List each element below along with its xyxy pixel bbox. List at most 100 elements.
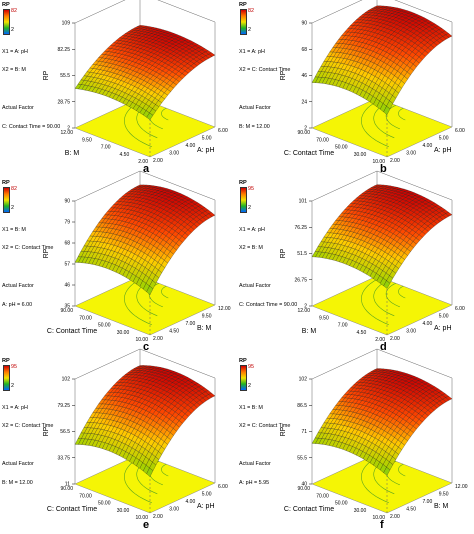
z-tick-label: 57 [64, 262, 70, 268]
factor-x2: X2 = C: Contact Time [2, 423, 54, 430]
box-edge [311, 0, 363, 24]
y-tick-label: 12.00 [297, 308, 310, 314]
z-tick-label: 35 [64, 304, 70, 310]
legend-title: RP [2, 2, 10, 8]
floor-contour [398, 107, 406, 121]
z-tick-label: 90 [64, 199, 70, 205]
x-tick-label: 4.00 [186, 143, 196, 149]
surface-cell [146, 285, 154, 295]
response-surface [311, 5, 453, 115]
chart-panel-e: RP 95 2 X1 = A: pH X2 = C: Contact Time … [0, 348, 237, 534]
x-tick-label: 12.00 [218, 306, 231, 312]
response-surface [311, 184, 453, 289]
y-tick-label: 4.50 [120, 152, 130, 158]
z-tick-label: 76.25 [294, 225, 307, 231]
x-tick-label: 6.00 [455, 306, 465, 312]
x-tick-label: 2.00 [390, 336, 400, 342]
x-tick-label: 7.00 [186, 321, 196, 327]
factor-x2: X2 = B: M [239, 245, 263, 252]
actual-factor-value: A: pH = 5.95 [239, 479, 270, 486]
floor-contour [398, 463, 406, 477]
y-tick-label: 90.00 [297, 130, 310, 136]
y-tick-label: 30.00 [354, 508, 367, 514]
y-axis-label: B: M [65, 150, 80, 157]
actual-factor-value: B: M = 12.00 [2, 479, 33, 486]
legend-color-bar [240, 9, 247, 35]
surface-plot: 11 33.75 56.5 79.25 102 RP 2.00 3.00 4.00 5.00 6.0… [43, 348, 228, 521]
factor-info: X1 = A: pH X2 = C: Contact Time Actual F… [2, 392, 53, 499]
actual-factor-value: C: Contact Time = 90.00 [2, 123, 61, 130]
response-surface [74, 184, 216, 295]
y-tick-label: 50.00 [335, 501, 348, 507]
x-tick-label: 2.00 [153, 514, 163, 520]
box-edge [74, 0, 126, 24]
y-tick-label: 90.00 [297, 486, 310, 492]
floor-contour [161, 107, 169, 121]
factor-info: X1 = A: pH X2 = C: Contact Time Actual F… [239, 36, 290, 143]
x-tick-label: 9.50 [439, 492, 449, 498]
legend-min: 2 [248, 27, 251, 33]
z-tick-label: 102 [62, 377, 71, 383]
legend-title: RP [2, 358, 10, 364]
y-tick-label: 10.00 [135, 337, 148, 343]
z-axis-label: RP [43, 70, 50, 80]
surface-plot: 2 28.75 55.5 82.25 109 RP 2.00 3.00 4.00 5.00 6.00… [43, 0, 228, 165]
surface-cell [146, 112, 154, 120]
x-tick-label: 6.00 [455, 128, 465, 134]
x-tick-label: 7.00 [423, 499, 433, 505]
z-tick-label: 55.5 [297, 455, 307, 461]
panel-label-d: d [380, 341, 387, 353]
z-tick-label: 11 [65, 482, 70, 488]
box-edge [394, 0, 453, 23]
x-tick-label: 3.00 [169, 151, 179, 157]
surface-cell [383, 280, 391, 289]
factor-x2: X2 = C: Contact Time [239, 67, 291, 74]
x-tick-label: 9.50 [202, 314, 212, 320]
factor-x1: X1 = B: M [239, 404, 263, 411]
actual-factor-title: Actual Factor [239, 282, 271, 289]
x-tick-label: 2.00 [390, 514, 400, 520]
factor-x1: X1 = A: pH [239, 226, 265, 233]
legend-min: 2 [11, 205, 14, 211]
legend-title: RP [2, 180, 10, 186]
y-tick-label: 4.50 [357, 330, 367, 336]
z-tick-label: 46 [301, 73, 307, 79]
legend-min: 2 [248, 205, 251, 211]
z-axis-label: RP [43, 248, 50, 258]
x-axis-label: B: M [434, 503, 449, 510]
floor-contour [398, 285, 406, 299]
x-tick-label: 4.50 [406, 507, 416, 513]
y-tick-label: 7.00 [101, 145, 111, 151]
x-axis-label: A: pH [434, 147, 452, 154]
z-tick-label: 71 [301, 429, 307, 435]
y-tick-label: 9.50 [82, 137, 92, 143]
box-edge [139, 348, 216, 379]
actual-factor-title: Actual Factor [239, 460, 271, 467]
response-surface [74, 365, 216, 477]
legend-title: RP [239, 2, 247, 8]
floor-contour [161, 285, 169, 299]
actual-factor-title: Actual Factor [239, 104, 271, 111]
legend-max: 82 [248, 8, 254, 14]
surface-cell [383, 467, 391, 476]
y-axis-label: C: Contact Time [284, 150, 334, 157]
legend-color-bar [240, 187, 247, 213]
box-edge [311, 170, 378, 202]
z-tick-label: 2 [304, 304, 307, 310]
chart-panel-f: RP 95 2 X1 = B: M X2 = C: Contact Time A… [237, 348, 474, 534]
z-axis-label: RP [43, 426, 50, 436]
factor-x1: X1 = A: pH [2, 48, 28, 55]
surface-cell [383, 106, 391, 115]
x-axis-label: B: M [197, 325, 212, 332]
legend-max: 82 [11, 8, 17, 14]
factor-x2: X2 = B: M [2, 67, 26, 74]
y-axis-label: C: Contact Time [284, 506, 334, 513]
x-tick-label: 6.00 [218, 484, 228, 490]
surface-cell [146, 467, 154, 477]
actual-factor-value: C: Contact Time = 90.00 [239, 301, 298, 308]
chart-panel-b: RP 82 2 X1 = A: pH X2 = C: Contact Time … [237, 0, 474, 178]
z-tick-label: 86.5 [297, 403, 307, 409]
y-tick-label: 90.00 [60, 308, 73, 314]
factor-x2: X2 = C: Contact Time [2, 245, 54, 252]
actual-factor-value: A: pH = 6.00 [2, 301, 33, 308]
